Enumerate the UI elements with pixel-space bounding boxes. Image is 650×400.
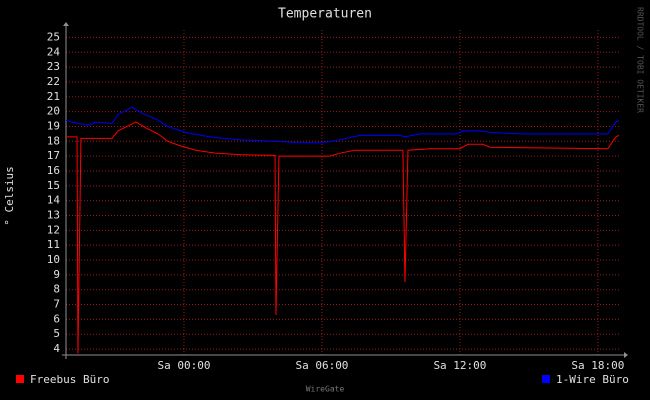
series-line xyxy=(66,121,620,354)
legend-swatch xyxy=(542,375,550,383)
x-tick-label: Sa 00:00 xyxy=(157,359,210,372)
legend-label: 1-Wire Büro xyxy=(556,373,629,386)
x-tick-label: Sa 18:00 xyxy=(571,359,624,372)
y-tick-label: 20 xyxy=(47,105,60,118)
y-tick-label: 14 xyxy=(47,194,61,207)
y-axis-label: ° Celsius xyxy=(3,166,16,226)
y-tick-label: 7 xyxy=(53,298,60,311)
y-tick-label: 15 xyxy=(47,179,60,192)
y-tick-label: 21 xyxy=(47,90,60,103)
y-tick-label: 6 xyxy=(53,312,60,325)
chart-title: Temperaturen xyxy=(278,7,372,22)
x-axis-arrow xyxy=(624,352,628,358)
y-tick-label: 19 xyxy=(47,119,60,132)
y-tick-label: 12 xyxy=(47,223,60,236)
series-line xyxy=(65,106,620,144)
x-tick-label: Sa 06:00 xyxy=(295,359,348,372)
y-tick-label: 8 xyxy=(53,283,60,296)
y-tick-label: 9 xyxy=(53,268,60,281)
y-tick-label: 13 xyxy=(47,209,60,222)
legend-swatch xyxy=(16,375,24,383)
x-tick-label: Sa 12:00 xyxy=(433,359,486,372)
watermark: RRDTOOL / TOBI OETIKER xyxy=(636,7,645,113)
y-tick-label: 5 xyxy=(53,327,60,340)
y-tick-label: 10 xyxy=(47,253,60,266)
y-tick-label: 16 xyxy=(47,164,60,177)
y-tick-label: 23 xyxy=(47,60,60,73)
y-axis-arrow xyxy=(63,22,69,26)
footer: WireGate xyxy=(306,385,345,394)
y-tick-label: 4 xyxy=(53,342,60,355)
y-tick-label: 22 xyxy=(47,75,60,88)
y-tick-label: 11 xyxy=(47,238,60,251)
y-tick-label: 24 xyxy=(47,45,61,58)
legend-label: Freebus Büro xyxy=(30,373,109,386)
y-tick-label: 17 xyxy=(47,149,60,162)
y-tick-label: 18 xyxy=(47,134,60,147)
y-tick-label: 25 xyxy=(47,30,60,43)
